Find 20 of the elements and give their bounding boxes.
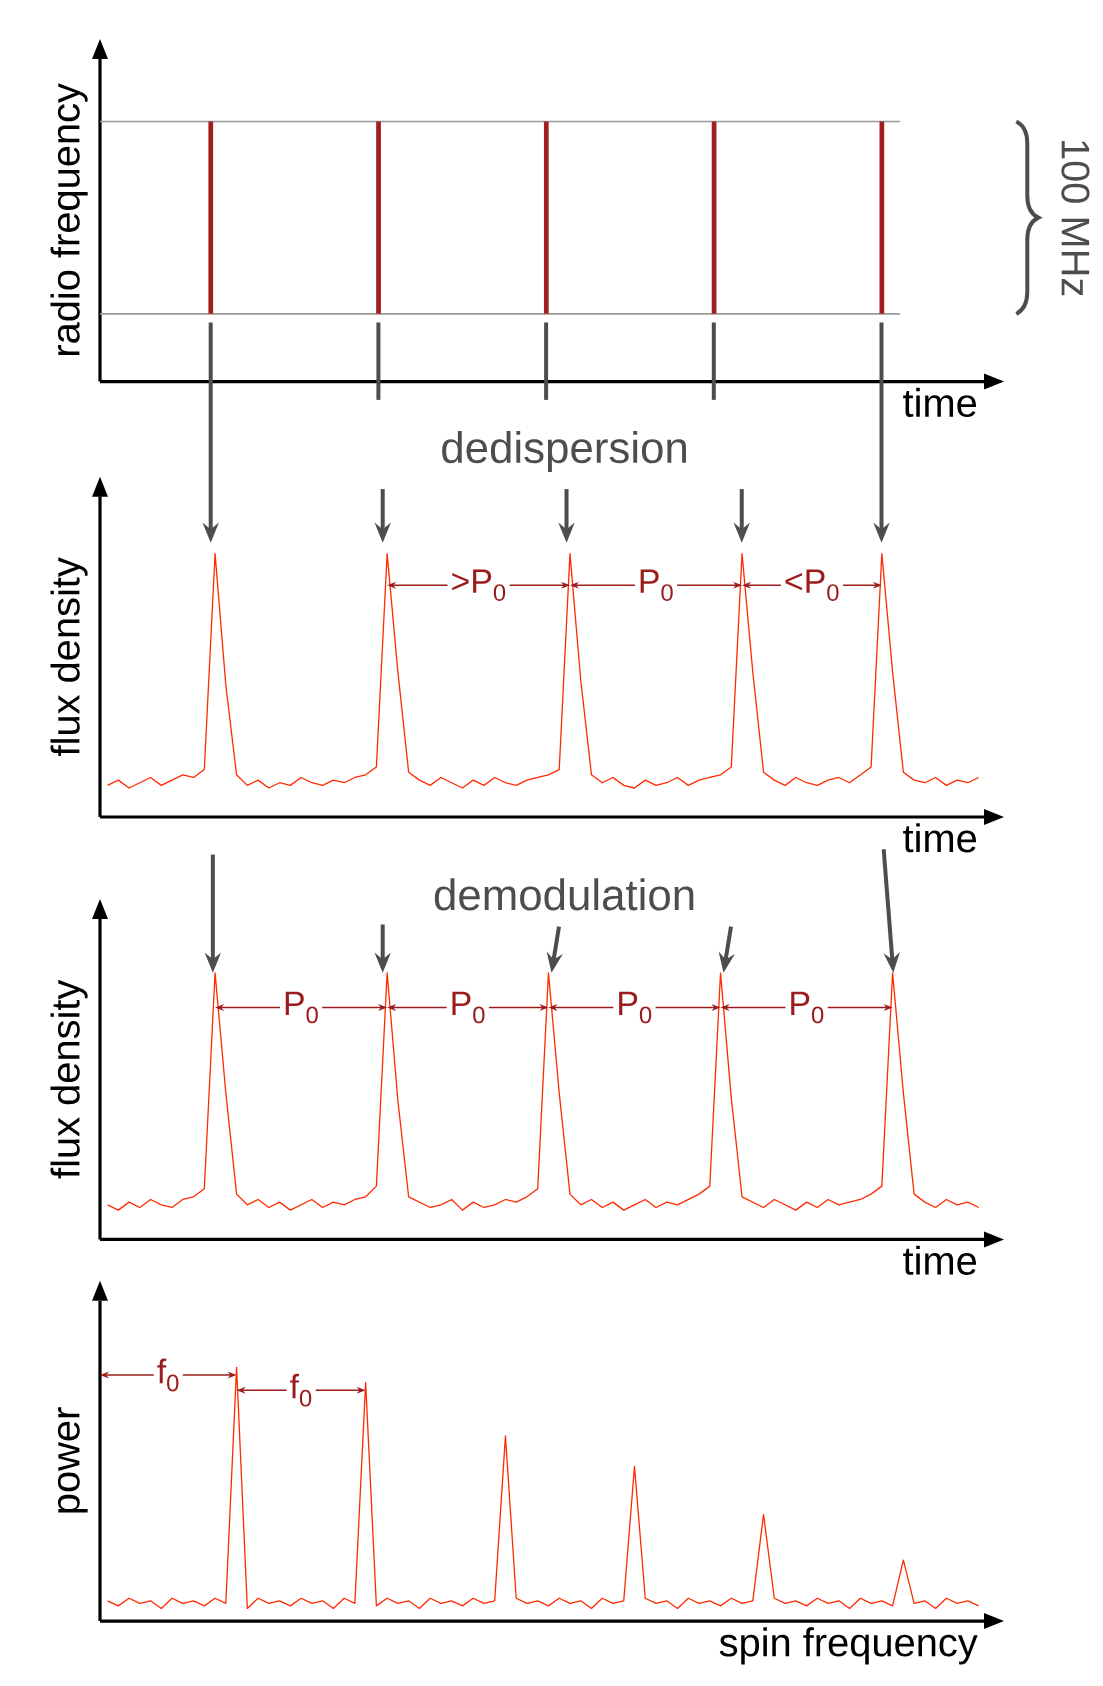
annotation: P$_{0}$ (285, 991, 318, 1024)
text: demodulation (434, 878, 694, 911)
x-axis-title: time (903, 823, 977, 853)
y-axis-title: radio frequency (50, 83, 88, 356)
annotation: f$_{0}$ (290, 1373, 312, 1407)
y-axis-title: power (57, 1407, 88, 1513)
text: dedispersion (442, 431, 686, 472)
annotation: P$_{0}$ (619, 991, 652, 1024)
y-axis-title: flux density (50, 557, 88, 756)
text: 100 MHz (1061, 140, 1090, 296)
annotation: P$_{0}$ (791, 991, 824, 1024)
annotation: <P$_{0}$ (785, 569, 839, 601)
annotation: P$_{0}$ (452, 991, 485, 1024)
x-axis-title: time (903, 1245, 977, 1275)
x-axis-title: spin frequency (719, 1627, 978, 1665)
annotation: f$_{0}$ (157, 1358, 179, 1392)
annotation: >P$_{0}$ (452, 569, 506, 601)
annotation: P$_{0}$ (640, 569, 673, 601)
x-axis-title: time (903, 387, 977, 418)
y-axis-title: flux density (50, 979, 88, 1179)
